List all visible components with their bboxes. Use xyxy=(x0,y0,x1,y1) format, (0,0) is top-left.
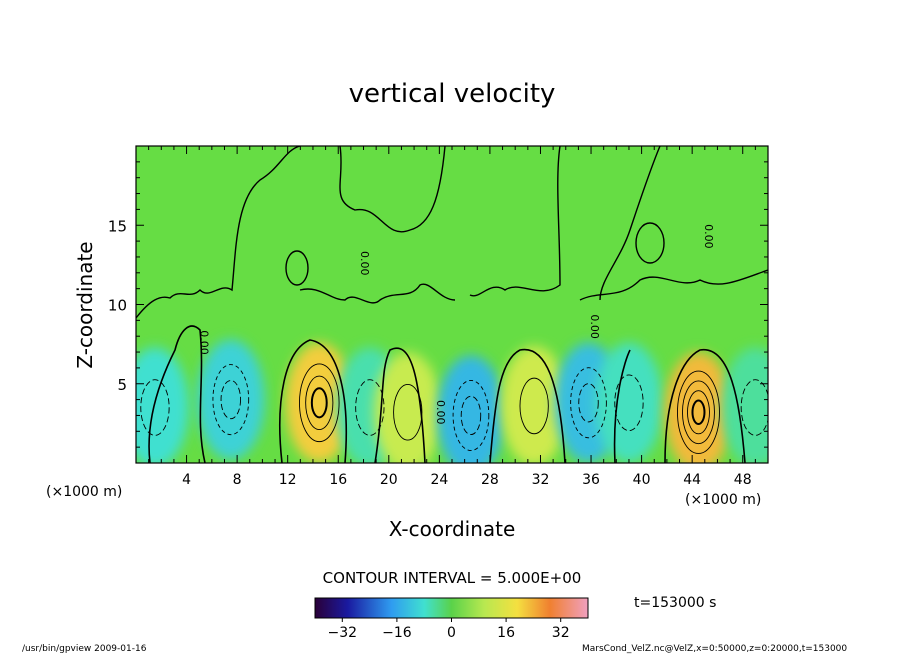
field-cell xyxy=(664,352,733,463)
x-tick-label: 4 xyxy=(182,472,191,488)
x-axis-label: X-coordinate xyxy=(389,517,516,541)
negative-contour xyxy=(140,379,170,436)
x-unit-left: (×1000 m) xyxy=(46,484,122,500)
colorbar-ticks: −32 −16 0 16 32 xyxy=(328,618,570,641)
field-cell xyxy=(437,355,505,463)
contour-interval: CONTOUR INTERVAL = 5.000E+00 xyxy=(323,569,582,587)
contour-label: 0.00 xyxy=(434,400,447,425)
colorbar-tick-label: 0 xyxy=(447,625,456,641)
negative-contour xyxy=(578,383,599,423)
footer-left: /usr/bin/gpview 2009-01-16 xyxy=(22,644,147,654)
colorbar-tick-label: 16 xyxy=(497,625,515,641)
field-cell xyxy=(595,342,663,463)
colorbar-tick-label: −32 xyxy=(328,625,358,641)
contour-lines xyxy=(136,146,768,463)
positive-contour xyxy=(677,370,720,454)
contour-labels: 0.00 0.00 0.00 0.00 0.00 xyxy=(197,224,714,424)
y-tick-label: 10 xyxy=(108,297,127,315)
y-tick-label: 15 xyxy=(108,217,127,235)
positive-contour xyxy=(299,363,340,443)
x-tick-label: 44 xyxy=(683,472,701,488)
contour-label: 0.00 xyxy=(197,330,210,355)
footer-right: MarsCond_VelZ.nc@VelZ,x=0:50000,z=0:2000… xyxy=(582,644,847,654)
x-tick-label: 12 xyxy=(279,472,297,488)
positive-contour xyxy=(305,375,334,430)
field-cell xyxy=(197,339,265,460)
x-tick-label: 20 xyxy=(380,472,398,488)
positive-contour xyxy=(691,399,706,426)
negative-contour xyxy=(355,379,385,436)
negative-contour xyxy=(740,379,768,436)
positive-contour xyxy=(393,384,423,441)
field-cell xyxy=(721,347,768,463)
zero-contour-ring xyxy=(635,222,665,264)
x-tick-label: 36 xyxy=(582,472,600,488)
contour-label: 0.00 xyxy=(588,314,601,339)
y-axis: 5 10 15 xyxy=(108,161,768,448)
negative-contour xyxy=(452,379,490,451)
positive-contour xyxy=(310,387,328,419)
positive-contour xyxy=(519,377,549,435)
negative-contour xyxy=(570,367,607,439)
zero-contour-lower xyxy=(148,325,746,463)
time-label: t=153000 s xyxy=(634,595,716,611)
negative-contour xyxy=(220,380,242,420)
field-cell xyxy=(373,352,442,463)
negative-contour xyxy=(460,395,482,436)
positive-contour xyxy=(687,390,710,435)
colorbar xyxy=(314,597,589,619)
x-tick-label: 28 xyxy=(481,472,499,488)
contour-label: 0.00 xyxy=(358,251,371,276)
x-axis: 4 8 12 16 20 24 28 32 36 40 44 48 xyxy=(148,146,756,488)
chart-title: vertical velocity xyxy=(349,79,556,109)
colorbar-tick-label: −16 xyxy=(382,625,412,641)
y-tick-label: 5 xyxy=(117,376,127,394)
contour-label: 0.00 xyxy=(702,224,715,249)
y-axis-label: Z-coordinate xyxy=(73,241,97,368)
x-tick-label: 32 xyxy=(532,472,550,488)
field-cell xyxy=(136,347,189,463)
positive-contour xyxy=(682,380,715,445)
zero-contour-right xyxy=(599,146,661,301)
colorbar-tick-label: 32 xyxy=(552,625,570,641)
x-tick-label: 16 xyxy=(329,472,347,488)
x-unit-right: (×1000 m) xyxy=(685,492,761,508)
field-cell xyxy=(285,342,354,463)
zero-contour-ring xyxy=(285,250,309,286)
x-tick-label: 48 xyxy=(734,472,752,488)
x-tick-label: 24 xyxy=(430,472,448,488)
negative-contour xyxy=(212,364,250,436)
x-tick-label: 40 xyxy=(633,472,651,488)
zero-contour-upper xyxy=(136,146,768,319)
negative-contour xyxy=(614,374,644,432)
x-tick-label: 8 xyxy=(233,472,242,488)
